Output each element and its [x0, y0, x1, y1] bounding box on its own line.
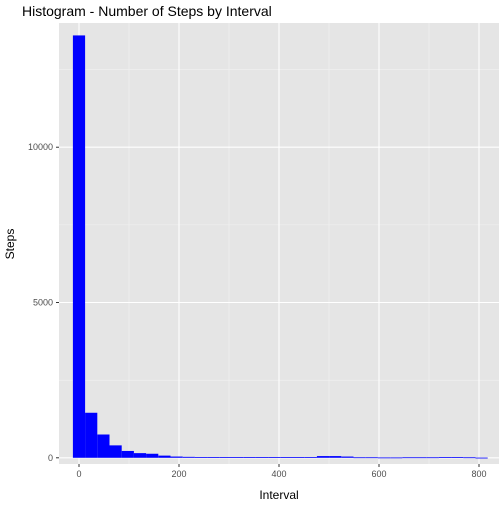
- histogram-bar: [316, 456, 330, 458]
- y-tick-label: 10000: [28, 142, 53, 152]
- histogram-bar: [268, 457, 281, 458]
- histogram-bar: [280, 457, 293, 458]
- histogram-bar: [304, 457, 317, 458]
- histogram-bar: [109, 445, 122, 458]
- histogram-bar: [475, 457, 488, 459]
- histogram-bar: [146, 453, 159, 458]
- y-axis-ticks: 0 5000 10000: [28, 142, 59, 463]
- histogram-bar: [72, 35, 86, 458]
- histogram-bar: [170, 456, 183, 458]
- y-tick-label: 0: [48, 453, 53, 463]
- x-tick-label: 600: [371, 469, 386, 479]
- histogram-bar: [219, 457, 232, 458]
- histogram-bar: [182, 456, 195, 458]
- histogram-bar: [231, 457, 244, 458]
- x-axis-label: Interval: [259, 488, 298, 502]
- y-tick-label: 5000: [33, 298, 53, 308]
- histogram-bars: [72, 35, 488, 459]
- x-tick-label: 0: [76, 469, 81, 479]
- histogram-bar: [463, 457, 476, 459]
- histogram-bar: [207, 457, 220, 458]
- histogram-bar: [194, 457, 208, 458]
- histogram-bar: [365, 457, 378, 459]
- histogram-bar: [451, 457, 464, 458]
- x-axis-ticks: 0 200 400 600 800: [76, 464, 487, 479]
- histogram-bar: [85, 412, 98, 458]
- histogram-bar: [402, 457, 415, 459]
- histogram-bar: [133, 453, 147, 458]
- y-axis-label: Steps: [3, 229, 17, 260]
- x-tick-label: 200: [171, 469, 186, 479]
- histogram-bar: [292, 457, 305, 458]
- x-tick-label: 800: [471, 469, 486, 479]
- histogram-bar: [243, 457, 256, 458]
- histogram-bar: [158, 455, 171, 458]
- histogram-bar: [390, 457, 403, 459]
- histogram-bar: [353, 457, 366, 459]
- histogram-bar: [329, 456, 342, 458]
- histogram-bar: [377, 457, 391, 459]
- histogram-bar: [121, 450, 134, 458]
- histogram-bar: [97, 434, 110, 458]
- histogram-bar: [438, 457, 452, 458]
- chart-title: Histogram - Number of Steps by Interval: [22, 3, 272, 19]
- histogram-bar: [426, 457, 439, 459]
- histogram-bar: [255, 457, 269, 458]
- histogram-bar: [341, 456, 354, 458]
- x-tick-label: 400: [271, 469, 286, 479]
- histogram-bar: [414, 457, 427, 459]
